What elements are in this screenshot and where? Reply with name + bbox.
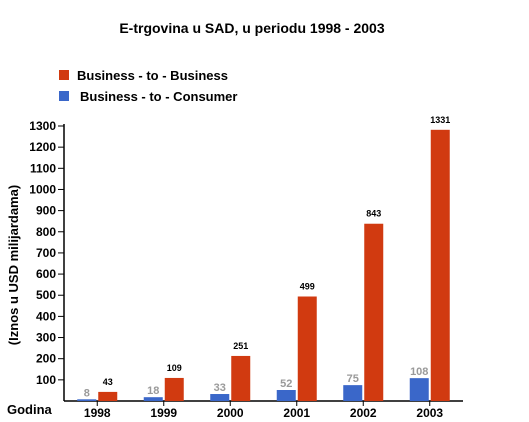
y-tick-label: 500 bbox=[36, 288, 56, 302]
data-label-b2c-2003: 108 bbox=[410, 366, 428, 378]
y-tick-label: 900 bbox=[36, 204, 56, 218]
x-ticks: 1998 1999 2000 2001 2002 2003 bbox=[84, 401, 443, 420]
data-label-b2b-2002: 843 bbox=[366, 209, 381, 219]
legend-label-b2b: Business - to - Business bbox=[77, 68, 228, 83]
data-label-b2c-2000: 33 bbox=[214, 382, 226, 394]
legend-label-b2c: Business - to - Consumer bbox=[80, 89, 237, 104]
data-label-b2b-2003: 1331 bbox=[430, 115, 450, 125]
x-tick-label: 2000 bbox=[217, 406, 244, 420]
data-label-b2b-1998: 43 bbox=[103, 377, 113, 387]
y-tick-label: 400 bbox=[36, 309, 56, 323]
bar-b2b-2002 bbox=[364, 223, 384, 401]
data-label-b2b-2001: 499 bbox=[300, 282, 315, 292]
bar-b2b-1998 bbox=[98, 391, 118, 401]
data-label-b2b-2000: 251 bbox=[233, 341, 248, 351]
y-tick-label: 1300 bbox=[29, 119, 56, 133]
y-tick-label: 200 bbox=[36, 352, 56, 366]
data-label-b2b-1999: 109 bbox=[167, 363, 182, 373]
x-tick-label: 2002 bbox=[350, 406, 377, 420]
bar-b2b-2000 bbox=[231, 355, 251, 401]
x-tick-label: 1999 bbox=[150, 406, 177, 420]
chart-title: E-trgovina u SAD, u periodu 1998 - 2003 bbox=[119, 20, 385, 36]
y-tick-label: 600 bbox=[36, 267, 56, 281]
data-label-b2c-2002: 75 bbox=[347, 373, 359, 385]
x-axis-label: Godina bbox=[7, 402, 53, 417]
y-tick-label: 100 bbox=[36, 373, 56, 387]
x-tick-label: 2001 bbox=[283, 406, 310, 420]
bar-b2b-2003 bbox=[430, 129, 450, 402]
legend-swatch-b2c bbox=[59, 91, 69, 101]
legend-swatch-b2b bbox=[59, 70, 69, 80]
axes bbox=[63, 124, 463, 402]
bar-b2c-2000 bbox=[210, 394, 230, 401]
y-ticks: 100 200 300 400 500 600 700 800 900 1000 1100 1200 1… bbox=[29, 119, 64, 387]
x-tick-label: 1998 bbox=[84, 406, 111, 420]
y-tick-label: 700 bbox=[36, 246, 56, 260]
data-label-b2c-2001: 52 bbox=[280, 378, 292, 390]
x-tick-label: 2003 bbox=[416, 406, 443, 420]
y-tick-label: 1100 bbox=[30, 161, 56, 175]
bars bbox=[77, 129, 450, 402]
bar-b2c-2002 bbox=[343, 385, 363, 401]
bar-b2c-1998 bbox=[77, 399, 97, 401]
y-tick-label: 1000 bbox=[29, 182, 56, 196]
legend: Business - to - Business Business - to -… bbox=[59, 68, 237, 104]
y-tick-label: 300 bbox=[36, 331, 56, 345]
data-label-b2c-1999: 18 bbox=[147, 385, 159, 397]
bar-b2b-2001 bbox=[297, 296, 317, 401]
bar-b2b-1999 bbox=[164, 377, 184, 401]
y-axis-label: (Iznos u USD milijardama) bbox=[6, 185, 21, 345]
bar-b2c-1999 bbox=[143, 397, 163, 401]
data-label-b2c-1998: 8 bbox=[84, 387, 90, 399]
y-tick-label: 800 bbox=[36, 225, 56, 239]
bar-b2c-2003 bbox=[409, 378, 429, 401]
bar-b2c-2001 bbox=[276, 390, 296, 401]
y-tick-label: 1200 bbox=[29, 140, 56, 154]
